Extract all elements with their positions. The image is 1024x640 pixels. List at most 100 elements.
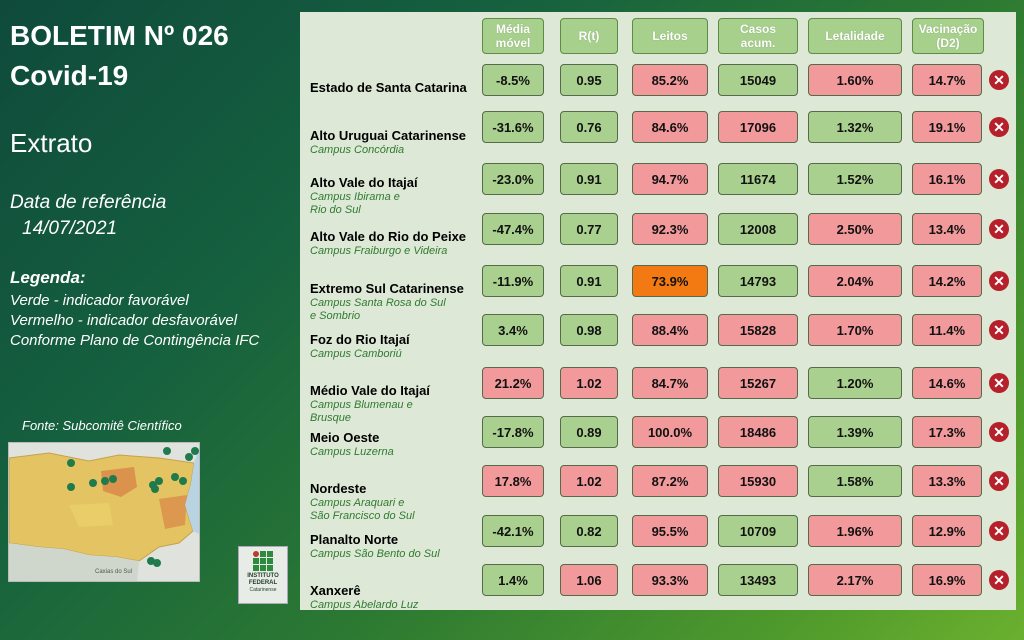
- value-casos-acum: 15828: [718, 314, 798, 346]
- value-media-movel: 17.8%: [482, 465, 544, 497]
- value-casos-acum: 17096: [718, 111, 798, 143]
- value-leitos: 93.3%: [632, 564, 708, 596]
- header-rt: R(t): [560, 18, 618, 54]
- region-name: Alto Vale do Rio do Peixe: [310, 229, 467, 244]
- institute-logo: INSTITUTO FEDERAL Catarinense: [238, 546, 288, 604]
- close-icon: ✕: [989, 70, 1009, 90]
- header-letalidade: Letalidade: [808, 18, 902, 54]
- table-row: Foz do Rio Itajaí Campus Camboriú 3.4% 0.98…: [300, 12, 1016, 360]
- value-letalidade: 1.20%: [808, 367, 902, 399]
- value-vacinacao: 11.4%: [912, 314, 982, 346]
- region-name: Meio Oeste: [310, 430, 380, 445]
- value-media-movel: -11.9%: [482, 265, 544, 297]
- table-row: Alto Uruguai Catarinense Campus Concórdia…: [300, 12, 1016, 156]
- legend-plan: Conforme Plano de Contingência IFC: [10, 332, 260, 349]
- header-leitos: Leitos: [632, 18, 708, 54]
- table-row: Extremo Sul Catarinense Campus Santa Rosa…: [300, 12, 1016, 322]
- reference-date: 14/07/2021: [22, 218, 118, 239]
- value-vacinacao: 12.9%: [912, 515, 982, 547]
- region-campus: Campus Araquari e: [310, 497, 405, 509]
- bulletin-subtitle: Extrato: [10, 128, 93, 158]
- region-campus-cont: e Sombrio: [310, 310, 361, 322]
- legend-red: Vermelho - indicador desfavorável: [10, 312, 238, 329]
- value-casos-acum: 10709: [718, 515, 798, 547]
- region-name: Planalto Norte: [310, 532, 399, 547]
- table-row: Nordeste Campus Araquari e São Francisco d…: [300, 12, 1016, 522]
- close-icon: ✕: [989, 570, 1009, 590]
- value-rt: 0.95: [560, 64, 618, 96]
- value-vacinacao: 16.9%: [912, 564, 982, 596]
- value-casos-acum: 15930: [718, 465, 798, 497]
- value-leitos: 88.4%: [632, 314, 708, 346]
- value-vacinacao: 14.2%: [912, 265, 982, 297]
- region-campus: Campus Santa Rosa do Sul: [310, 297, 446, 309]
- value-media-movel: 1.4%: [482, 564, 544, 596]
- value-vacinacao: 13.4%: [912, 213, 982, 245]
- source-note: Fonte: Subcomitê Científico: [22, 418, 182, 433]
- value-letalidade: 2.50%: [808, 213, 902, 245]
- table-row: Xanxerê Campus Abelardo Luz 1.4% 1.06 93.3% 1…: [300, 12, 1016, 611]
- logo-text: INSTITUTO FEDERAL: [247, 573, 279, 586]
- header-vacinacao: Vacinação (D2): [912, 18, 984, 54]
- table-row: Planalto Norte Campus São Bento do Sul -42…: [300, 12, 1016, 560]
- value-vacinacao: 14.6%: [912, 367, 982, 399]
- value-rt: 0.98: [560, 314, 618, 346]
- value-leitos: 85.2%: [632, 64, 708, 96]
- region-name: Médio Vale do Itajaí: [310, 383, 430, 398]
- value-rt: 0.82: [560, 515, 618, 547]
- value-rt: 1.06: [560, 564, 618, 596]
- value-leitos: 94.7%: [632, 163, 708, 195]
- table-row: Médio Vale do Itajaí Campus Blumenau e Br…: [300, 12, 1016, 424]
- value-vacinacao: 17.3%: [912, 416, 982, 448]
- region-name: Extremo Sul Catarinense: [310, 281, 464, 296]
- close-icon: ✕: [989, 169, 1009, 189]
- region-campus: Campus Ibirama e: [310, 191, 400, 203]
- value-letalidade: 1.39%: [808, 416, 902, 448]
- value-media-movel: -31.6%: [482, 111, 544, 143]
- close-icon: ✕: [989, 117, 1009, 137]
- table-row: Alto Vale do Itajaí Campus Ibirama e Rio d…: [300, 12, 1016, 216]
- value-leitos: 87.2%: [632, 465, 708, 497]
- value-casos-acum: 15267: [718, 367, 798, 399]
- region-campus: Campus Fraiburgo e Videira: [310, 245, 448, 257]
- region-map: Caxias do Sul: [8, 442, 200, 582]
- value-letalidade: 2.04%: [808, 265, 902, 297]
- value-rt: 1.02: [560, 465, 618, 497]
- table-row: Meio Oeste Campus Luzerna -17.8% 0.89 100.0%…: [300, 12, 1016, 458]
- reference-date-label: Data de referência: [10, 192, 167, 213]
- region-campus: Campus Blumenau e: [310, 399, 413, 411]
- region-name: Alto Uruguai Catarinense: [310, 128, 467, 143]
- value-media-movel: 3.4%: [482, 314, 544, 346]
- region-campus-cont: São Francisco do Sul: [310, 510, 415, 522]
- value-media-movel: -23.0%: [482, 163, 544, 195]
- value-rt: 0.91: [560, 163, 618, 195]
- region-map-graphic: Caxias do Sul: [9, 443, 199, 581]
- region-name: Nordeste: [310, 481, 367, 496]
- region-campus: Campus Luzerna: [310, 446, 394, 458]
- value-media-movel: -42.1%: [482, 515, 544, 547]
- value-vacinacao: 14.7%: [912, 64, 982, 96]
- region-campus: Campus Camboriú: [310, 348, 402, 360]
- value-leitos: 95.5%: [632, 515, 708, 547]
- value-leitos: 100.0%: [632, 416, 708, 448]
- map-city-label: Caxias do Sul: [95, 569, 132, 575]
- close-icon: ✕: [989, 521, 1009, 541]
- value-letalidade: 1.52%: [808, 163, 902, 195]
- value-leitos: 92.3%: [632, 213, 708, 245]
- value-casos-acum: 18486: [718, 416, 798, 448]
- value-letalidade: 1.96%: [808, 515, 902, 547]
- region-campus: Campus Concórdia: [310, 144, 405, 156]
- value-rt: 0.91: [560, 265, 618, 297]
- value-rt: 0.76: [560, 111, 618, 143]
- logo-mark: [253, 551, 273, 571]
- legend-green: Verde - indicador favorável: [10, 292, 189, 309]
- value-rt: 0.77: [560, 213, 618, 245]
- close-icon: ✕: [989, 471, 1009, 491]
- close-icon: ✕: [989, 219, 1009, 239]
- region-campus: Campus Abelardo Luz: [310, 599, 419, 611]
- table-row: Estado de Santa Catarina -8.5% 0.95 85.2% 15…: [300, 12, 1016, 96]
- value-vacinacao: 19.1%: [912, 111, 982, 143]
- value-casos-acum: 12008: [718, 213, 798, 245]
- value-letalidade: 2.17%: [808, 564, 902, 596]
- region-campus-cont: Brusque: [310, 412, 351, 424]
